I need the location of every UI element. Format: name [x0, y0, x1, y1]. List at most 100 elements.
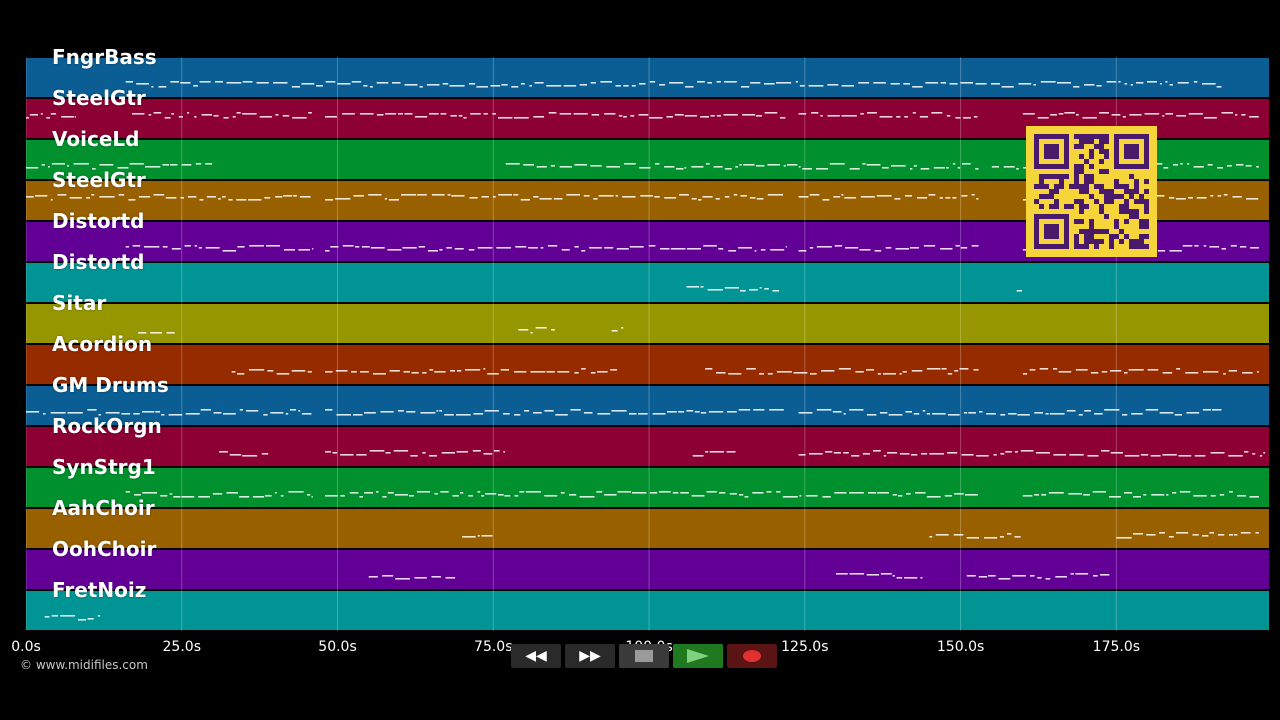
- note-mark: [143, 246, 160, 248]
- note-mark: [1239, 246, 1247, 248]
- note-mark: [744, 496, 749, 498]
- note-mark: [1165, 81, 1168, 83]
- note-mark: [597, 371, 608, 373]
- note-mark: [472, 450, 481, 452]
- note-mark: [1246, 198, 1259, 200]
- note-mark: [105, 412, 120, 414]
- note-mark: [604, 113, 616, 115]
- note-mark: [890, 165, 906, 167]
- note-mark: [1040, 81, 1056, 83]
- fast-forward-button[interactable]: ▶▶: [565, 644, 615, 668]
- note-mark: [481, 196, 489, 198]
- note-mark: [1066, 410, 1076, 412]
- note-mark: [623, 85, 629, 87]
- note-mark: [1256, 371, 1259, 373]
- note-mark: [631, 492, 647, 494]
- note-mark: [434, 371, 446, 373]
- track-name: SteelGtr: [52, 86, 146, 110]
- rewind-button[interactable]: ◀◀: [511, 644, 561, 668]
- note-mark: [1049, 413, 1065, 415]
- note-mark: [569, 494, 577, 496]
- note-mark: [1001, 86, 1014, 88]
- note-mark: [534, 82, 544, 84]
- note-mark: [410, 455, 418, 457]
- play-button[interactable]: [673, 644, 723, 668]
- note-mark: [912, 112, 916, 114]
- note-mark: [1050, 114, 1057, 116]
- transport-bar: ◀◀ ▶▶: [511, 644, 777, 668]
- note-mark: [700, 412, 707, 414]
- note-mark: [855, 371, 864, 373]
- note-mark: [638, 413, 648, 415]
- note-mark: [1110, 452, 1123, 454]
- note-mark: [1133, 496, 1141, 498]
- note-mark: [547, 245, 558, 247]
- note-mark: [125, 81, 134, 83]
- note-mark: [1180, 163, 1183, 165]
- note-mark: [1223, 194, 1228, 196]
- record-button[interactable]: [727, 644, 777, 668]
- note-mark: [833, 196, 841, 198]
- note-mark: [1175, 198, 1186, 200]
- note-mark: [1229, 491, 1233, 493]
- note-mark: [1193, 495, 1207, 497]
- track-lane: [26, 385, 1269, 425]
- note-mark: [282, 115, 290, 117]
- note-mark: [1106, 81, 1117, 83]
- note-mark: [483, 368, 486, 370]
- note-mark: [756, 198, 764, 200]
- note-mark: [1179, 491, 1191, 493]
- note-mark: [1083, 84, 1095, 86]
- note-mark: [860, 196, 875, 198]
- note-mark: [686, 248, 701, 250]
- note-mark: [1123, 492, 1133, 494]
- note-mark: [439, 410, 443, 412]
- note-mark: [312, 248, 314, 250]
- note-mark: [604, 494, 617, 496]
- note-mark: [1058, 371, 1072, 373]
- note-mark: [181, 164, 192, 166]
- note-mark: [540, 247, 544, 249]
- note-mark: [1186, 412, 1200, 414]
- note-mark: [1144, 113, 1160, 115]
- note-mark: [1122, 414, 1128, 416]
- note-mark: [1034, 494, 1040, 496]
- note-mark: [481, 495, 485, 497]
- play-icon: [687, 649, 709, 663]
- stop-button[interactable]: [619, 644, 669, 668]
- note-mark: [838, 368, 851, 370]
- note-mark: [1109, 370, 1122, 372]
- note-mark: [593, 198, 598, 200]
- note-mark: [764, 288, 769, 290]
- note-mark: [1014, 536, 1021, 538]
- note-mark: [664, 197, 677, 199]
- note-mark: [743, 164, 755, 166]
- note-mark: [171, 113, 174, 115]
- note-mark: [353, 195, 364, 197]
- note-mark: [498, 494, 504, 496]
- note-mark: [1151, 494, 1165, 496]
- note-mark: [776, 491, 781, 493]
- note-mark: [50, 113, 57, 115]
- note-mark: [504, 495, 511, 497]
- note-mark: [43, 413, 46, 415]
- note-mark: [44, 616, 50, 618]
- note-mark: [1177, 82, 1189, 84]
- track-lane: [26, 590, 1269, 630]
- note-mark: [611, 410, 627, 412]
- note-mark: [325, 250, 330, 252]
- note-mark: [518, 329, 529, 331]
- note-mark: [1193, 81, 1198, 83]
- note-mark: [559, 113, 572, 115]
- note-mark: [553, 198, 563, 200]
- note-mark: [904, 195, 913, 197]
- note-mark: [468, 249, 475, 251]
- note-mark: [1175, 532, 1189, 534]
- note-mark: [26, 196, 34, 198]
- note-mark: [481, 535, 493, 537]
- note-mark: [261, 453, 269, 455]
- note-mark: [236, 199, 247, 201]
- note-mark: [468, 83, 476, 85]
- note-mark: [1187, 197, 1193, 199]
- note-mark: [1249, 496, 1259, 498]
